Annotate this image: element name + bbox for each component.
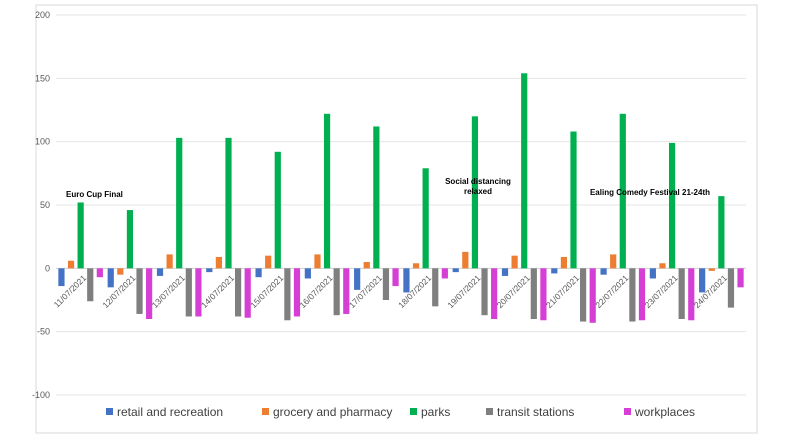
bar-parks xyxy=(718,196,725,269)
bar-retail-and-recreation xyxy=(501,268,509,276)
bar-grocery-and-pharmacy xyxy=(511,255,518,269)
bar-grocery-and-pharmacy xyxy=(708,268,715,271)
bar-grocery-and-pharmacy xyxy=(363,262,370,269)
legend-swatch xyxy=(410,408,417,415)
bar-retail-and-recreation xyxy=(600,268,607,275)
bar-parks xyxy=(619,113,626,269)
bar-workplaces xyxy=(638,268,646,321)
annotation: Euro Cup Final xyxy=(66,190,123,199)
legend-swatch xyxy=(624,408,631,415)
y-tick-label: 200 xyxy=(35,10,50,20)
bar-transit-stations xyxy=(284,268,291,321)
bar-grocery-and-pharmacy xyxy=(412,263,420,269)
annotation: Social distancing xyxy=(445,177,511,186)
bar-retail-and-recreation xyxy=(403,268,410,293)
bar-retail-and-recreation xyxy=(58,268,65,287)
bar-workplaces xyxy=(491,268,498,319)
y-tick-label: 0 xyxy=(45,263,50,273)
bar-grocery-and-pharmacy xyxy=(659,263,666,269)
legend-swatch xyxy=(106,408,113,415)
bar-parks xyxy=(521,73,528,269)
bar-parks xyxy=(422,168,429,269)
bar-transit-stations xyxy=(235,268,242,317)
legend-label: transit stations xyxy=(497,405,574,419)
bar-grocery-and-pharmacy xyxy=(265,255,272,269)
bar-parks xyxy=(77,202,84,269)
bar-parks xyxy=(176,137,183,269)
bar-workplaces xyxy=(441,268,448,279)
bar-workplaces xyxy=(343,268,350,314)
bar-grocery-and-pharmacy xyxy=(166,254,173,269)
y-tick-label: 150 xyxy=(35,73,50,83)
bar-workplaces xyxy=(244,268,251,318)
bar-transit-stations xyxy=(432,268,439,307)
y-tick-label: 100 xyxy=(35,137,50,147)
bar-workplaces xyxy=(96,268,103,278)
bar-grocery-and-pharmacy xyxy=(462,251,469,269)
bar-retail-and-recreation xyxy=(699,268,706,293)
bar-parks xyxy=(323,113,331,269)
y-tick-label: -100 xyxy=(32,390,50,400)
bar-parks xyxy=(668,142,676,269)
bar-retail-and-recreation xyxy=(206,268,213,273)
bar-workplaces xyxy=(392,268,399,287)
bar-workplaces xyxy=(195,268,202,317)
bar-retail-and-recreation xyxy=(255,268,262,278)
bar-parks xyxy=(373,126,380,269)
chart-frame xyxy=(35,4,758,434)
annotation: Ealing Comedy Festival 21-24th xyxy=(590,188,710,197)
bar-parks xyxy=(126,210,134,269)
bar-grocery-and-pharmacy xyxy=(314,254,321,269)
bar-transit-stations xyxy=(382,268,390,300)
bar-workplaces xyxy=(146,268,153,319)
y-tick-label: 50 xyxy=(40,200,50,210)
bar-parks xyxy=(471,116,479,269)
bar-parks xyxy=(225,137,232,269)
bar-grocery-and-pharmacy xyxy=(560,256,567,269)
bar-transit-stations xyxy=(629,268,636,322)
bar-transit-stations xyxy=(185,268,192,317)
bar-workplaces xyxy=(293,268,301,317)
bar-workplaces xyxy=(688,268,695,321)
bar-transit-stations xyxy=(727,268,735,308)
legend-swatch xyxy=(262,408,269,415)
bar-retail-and-recreation xyxy=(649,268,656,279)
legend-label: retail and recreation xyxy=(117,405,223,419)
bar-parks xyxy=(570,131,577,269)
y-tick-label: -50 xyxy=(37,327,50,337)
bar-workplaces xyxy=(737,268,744,288)
bar-grocery-and-pharmacy xyxy=(117,268,124,275)
legend-label: parks xyxy=(421,405,450,419)
bar-workplaces xyxy=(540,268,547,321)
legend-label: grocery and pharmacy xyxy=(273,405,392,419)
bar-retail-and-recreation xyxy=(551,268,558,274)
bar-grocery-and-pharmacy xyxy=(215,256,222,269)
bar-transit-stations xyxy=(87,268,94,302)
bar-grocery-and-pharmacy xyxy=(610,254,617,269)
bar-transit-stations xyxy=(580,268,587,322)
bar-retail-and-recreation xyxy=(304,268,311,279)
bar-retail-and-recreation xyxy=(156,268,164,276)
legend-label: workplaces xyxy=(634,405,695,419)
bar-retail-and-recreation xyxy=(354,268,361,290)
bar-grocery-and-pharmacy xyxy=(67,260,75,269)
bar-parks xyxy=(274,151,281,269)
bar-transit-stations xyxy=(481,268,488,316)
bar-transit-stations xyxy=(333,268,340,316)
bar-transit-stations xyxy=(136,268,143,314)
legend-swatch xyxy=(486,408,493,415)
annotation: relaxed xyxy=(464,187,492,196)
bar-workplaces xyxy=(589,268,596,323)
bar-transit-stations xyxy=(530,268,537,319)
bar-retail-and-recreation xyxy=(107,268,114,288)
bar-retail-and-recreation xyxy=(452,268,459,273)
bar-transit-stations xyxy=(678,268,685,319)
